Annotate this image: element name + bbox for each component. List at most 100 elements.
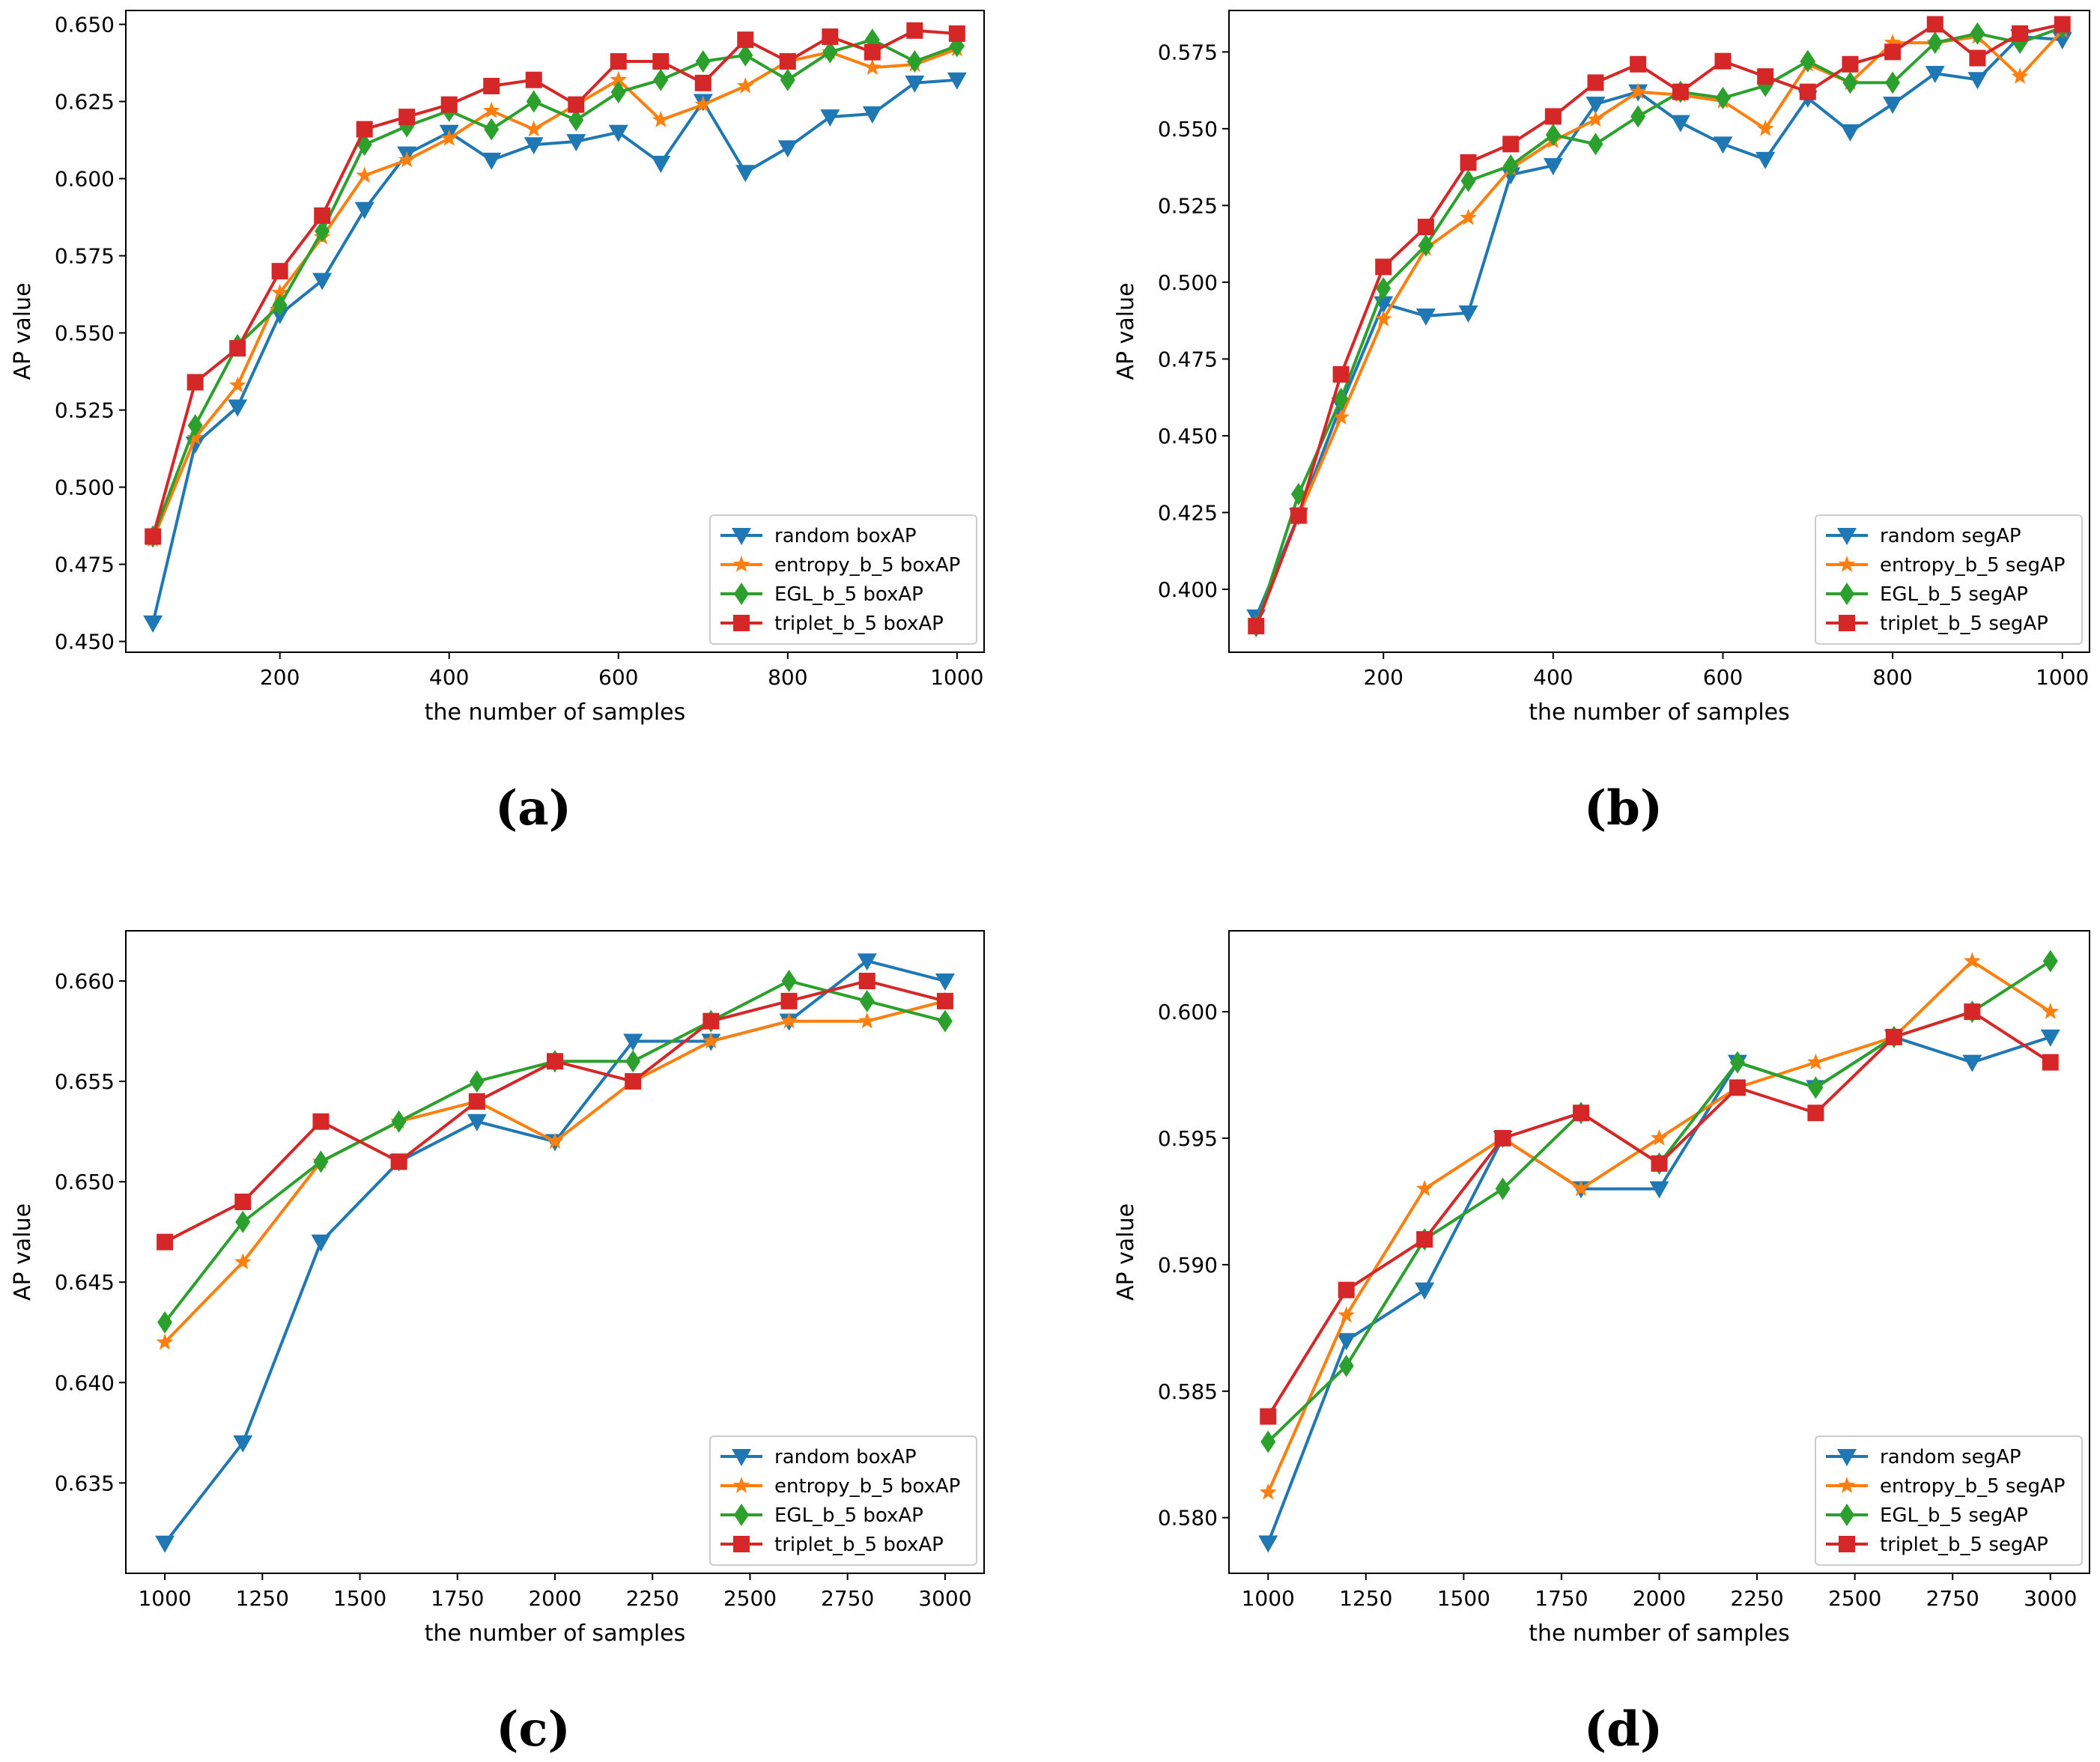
data-point bbox=[234, 1253, 252, 1270]
y-tick-label: 0.660 bbox=[55, 969, 115, 994]
legend-entry: triplet_b_5 boxAP bbox=[774, 613, 944, 635]
data-point bbox=[652, 111, 670, 127]
data-point bbox=[779, 52, 796, 70]
data-point bbox=[1260, 1408, 1277, 1425]
data-point bbox=[858, 1012, 876, 1029]
data-point bbox=[1807, 1053, 1824, 1070]
data-point bbox=[1714, 52, 1732, 70]
data-point bbox=[2012, 25, 2029, 42]
series-3 bbox=[1248, 16, 2071, 635]
data-point bbox=[1799, 83, 1816, 100]
x-tick-label: 600 bbox=[598, 665, 638, 690]
series-line bbox=[163, 979, 946, 1324]
data-point bbox=[1418, 234, 1433, 257]
x-axis-label: the number of samples bbox=[1529, 699, 1790, 726]
data-point bbox=[652, 52, 670, 70]
data-point bbox=[1729, 1051, 1745, 1074]
x-tick-label: 2000 bbox=[528, 1586, 581, 1611]
data-point bbox=[1336, 1333, 1356, 1351]
series-line bbox=[1254, 25, 2063, 627]
data-point bbox=[2011, 67, 2029, 84]
data-point bbox=[1651, 1155, 1668, 1172]
data-point bbox=[482, 101, 500, 118]
data-point bbox=[468, 1093, 485, 1110]
data-point bbox=[526, 90, 541, 113]
data-point bbox=[625, 1050, 641, 1073]
data-point bbox=[947, 72, 967, 90]
data-point bbox=[1883, 97, 1903, 115]
legend-entry: triplet_b_5 segAP bbox=[1880, 1534, 2048, 1556]
data-point bbox=[905, 75, 925, 93]
data-point bbox=[610, 81, 626, 104]
data-point bbox=[1258, 1535, 1278, 1553]
legend-marker bbox=[1839, 615, 1855, 631]
data-point bbox=[525, 71, 542, 88]
data-point bbox=[738, 43, 753, 67]
data-point bbox=[1460, 208, 1477, 225]
series-line bbox=[151, 28, 957, 538]
data-point bbox=[391, 1110, 407, 1133]
data-point bbox=[780, 1012, 798, 1029]
data-point bbox=[228, 376, 246, 393]
data-point bbox=[467, 1114, 487, 1131]
data-point bbox=[157, 1233, 174, 1251]
data-point bbox=[1885, 1028, 1902, 1045]
data-point bbox=[1374, 310, 1392, 326]
y-tick-label: 0.525 bbox=[1158, 193, 1218, 218]
series-1 bbox=[1259, 952, 2060, 1500]
data-point bbox=[907, 49, 923, 73]
data-point bbox=[440, 96, 458, 113]
legend-frame bbox=[709, 1436, 977, 1566]
axes-frame bbox=[1228, 10, 2090, 653]
data-point bbox=[1494, 1129, 1511, 1146]
y-tick-label: 0.645 bbox=[55, 1270, 115, 1295]
legend-marker bbox=[734, 1504, 749, 1526]
data-point bbox=[1416, 1231, 1433, 1248]
data-point bbox=[1840, 124, 1860, 142]
x-axis-label: the number of samples bbox=[425, 1620, 686, 1647]
y-tick-label: 0.580 bbox=[1158, 1506, 1218, 1531]
data-point bbox=[356, 121, 373, 138]
series-2 bbox=[145, 28, 965, 548]
chart-panel-b: 200 400 600 800 1000 0.400 0.425 0.450 0.475 0.50… bbox=[1113, 10, 2090, 836]
x-tick-label: 800 bbox=[1872, 665, 1912, 690]
data-point bbox=[1460, 154, 1477, 171]
data-point bbox=[1670, 115, 1690, 133]
x-tick-label: 1500 bbox=[333, 1586, 386, 1611]
legend-entry: triplet_b_5 boxAP bbox=[774, 1534, 944, 1556]
data-point bbox=[1248, 618, 1265, 635]
x-tick-label: 1000 bbox=[1242, 1586, 1295, 1611]
data-point bbox=[566, 134, 586, 152]
data-point bbox=[1715, 86, 1731, 109]
data-point bbox=[653, 68, 669, 91]
data-point bbox=[390, 1153, 407, 1170]
data-point bbox=[143, 615, 163, 633]
data-point bbox=[568, 109, 584, 132]
data-point bbox=[229, 340, 246, 357]
data-point bbox=[1260, 1430, 1276, 1453]
data-point bbox=[735, 165, 756, 183]
y-tick-label: 0.650 bbox=[55, 13, 115, 37]
x-tick-label: 1750 bbox=[1535, 1586, 1588, 1611]
data-point bbox=[859, 989, 875, 1012]
data-point bbox=[1460, 169, 1476, 192]
data-point bbox=[822, 40, 838, 64]
chart-panel-c: 1000 1250 1500 1750 2000 2250 2500 2750 3000 0.63… bbox=[10, 930, 985, 1758]
data-point bbox=[948, 25, 965, 42]
data-point bbox=[1756, 119, 1774, 136]
y-tick-label: 0.650 bbox=[55, 1170, 115, 1194]
legend-entry: EGL_b_5 boxAP bbox=[774, 583, 923, 606]
data-point bbox=[906, 22, 923, 39]
data-point bbox=[1588, 133, 1603, 156]
data-point bbox=[608, 124, 628, 142]
data-point bbox=[234, 1193, 252, 1210]
data-point bbox=[483, 77, 500, 94]
legend-marker bbox=[1839, 583, 1854, 605]
data-point bbox=[1415, 1282, 1435, 1300]
data-point bbox=[1927, 31, 1943, 55]
data-point bbox=[1713, 136, 1733, 154]
axes-frame bbox=[125, 10, 985, 653]
data-point bbox=[1800, 49, 1815, 73]
data-point bbox=[623, 1033, 643, 1051]
legend-frame bbox=[1815, 1436, 2083, 1566]
